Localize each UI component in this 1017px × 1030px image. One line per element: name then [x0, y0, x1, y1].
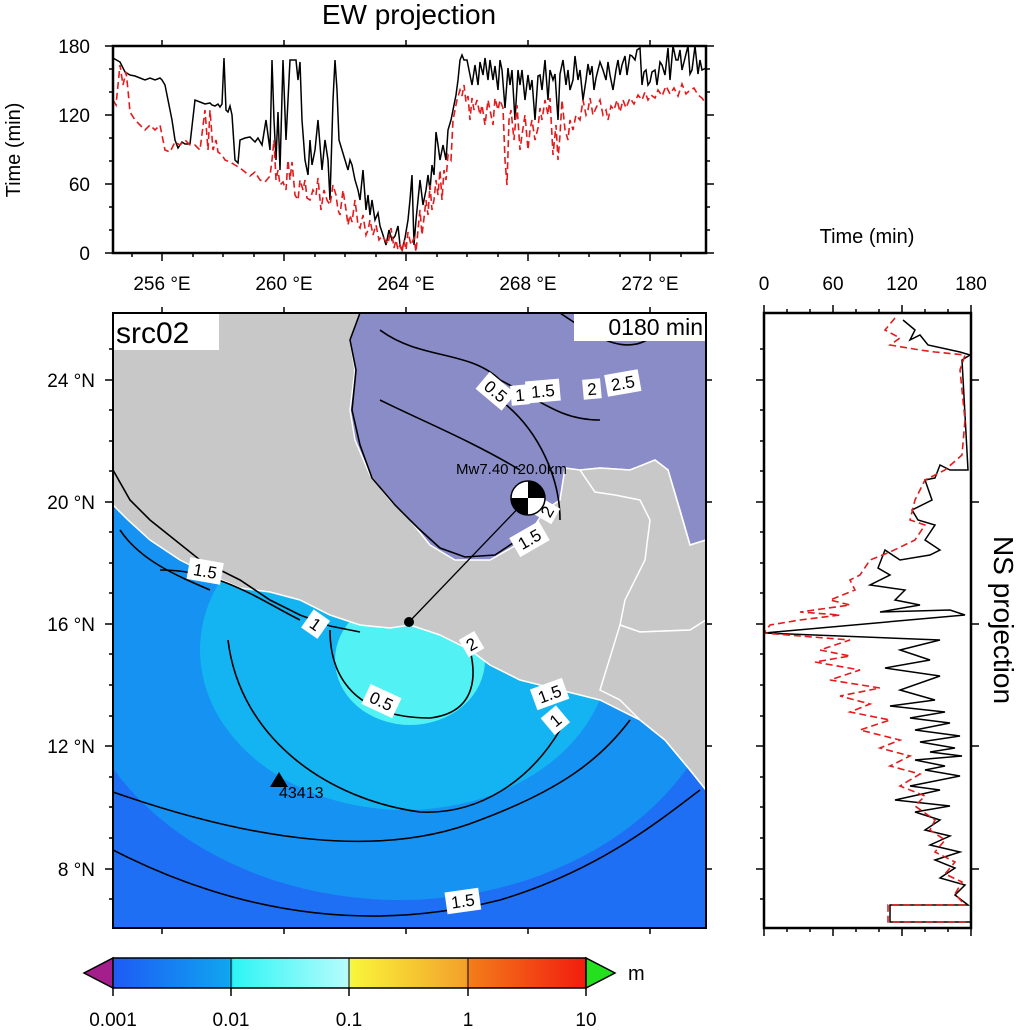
focal-mechanism-beachball — [510, 480, 546, 516]
ns-ticks — [756, 305, 979, 936]
ns-xtick: 180 — [955, 274, 987, 295]
lat-tick: 8 °N — [58, 860, 95, 881]
ew-ytick: 0 — [79, 244, 90, 265]
panel-label-box — [113, 313, 219, 350]
lat-tick-labels: 8 °N 12 °N 16 °N 20 °N 24 °N — [47, 371, 95, 881]
colorbar-unit: m — [628, 963, 645, 985]
ew-max-time-curve — [113, 46, 706, 253]
colorbar-dividers — [230, 958, 469, 988]
ns-xlabel: Time (min) — [820, 226, 915, 248]
colorbar-under-triangle — [82, 956, 114, 990]
colorbar-tick: 0.01 — [213, 1010, 250, 1030]
panel-label: src02 — [116, 317, 189, 350]
ew-ticks — [105, 40, 714, 261]
ns-xtick: 120 — [886, 274, 918, 295]
land-central-america — [599, 619, 706, 792]
lat-tick: 16 °N — [47, 615, 95, 636]
ew-arrival-time-curve — [113, 64, 706, 253]
ns-xtick: 60 — [822, 274, 843, 295]
time-label-box — [574, 313, 706, 341]
contour-label: 1.5 — [192, 560, 219, 583]
colorbar-tick: 1 — [463, 1010, 474, 1030]
ns-panel-title: NS projection — [988, 536, 1017, 704]
lon-tick: 256 °E — [133, 274, 190, 295]
epicenter-dot — [404, 617, 414, 627]
colorbar: m 0.001 0.01 0.1 1 10 — [82, 956, 645, 1030]
ew-ytick: 120 — [58, 106, 90, 127]
colorbar-ticks — [112, 988, 587, 996]
map-panel: 1.5 1 0.5 1.5 1 — [47, 307, 712, 934]
map-ticks — [105, 307, 712, 934]
ew-projection-panel: EW projection Time (min) — [3, 0, 714, 295]
ew-ytick-labels: 180 120 60 0 — [58, 37, 90, 265]
time-label: 0180 min — [608, 314, 703, 340]
map-frame — [112, 312, 707, 929]
lat-tick: 12 °N — [47, 737, 95, 758]
ew-ytick: 180 — [58, 37, 90, 58]
contour-label: 1.5 — [530, 381, 555, 402]
ns-projection-panel: Time (min) 0 60 120 180 NS projection — [756, 226, 1017, 936]
contour-label: 2.5 — [610, 372, 637, 395]
colorbar-tick: 10 — [575, 1010, 596, 1030]
ew-panel-title: EW projection — [322, 0, 496, 30]
colorbar-tick: 0.1 — [336, 1010, 362, 1030]
ns-frame — [762, 311, 973, 930]
contour-labels: 1.5 1 0.5 1.5 1 — [186, 369, 642, 915]
lat-tick: 20 °N — [47, 493, 95, 514]
ew-frame — [111, 44, 708, 255]
lon-tick-labels: 256 °E 260 °E 264 °E 268 °E 272 °E — [133, 274, 678, 295]
lon-tick: 268 °E — [499, 274, 556, 295]
source-label: Mw7.40 r20.0km — [456, 461, 567, 478]
ew-ytick: 60 — [69, 175, 90, 196]
lon-tick: 260 °E — [255, 274, 312, 295]
contour-label: 1 — [514, 386, 525, 406]
colorbar-tick-labels: 0.001 0.01 0.1 1 10 — [89, 1010, 596, 1030]
station-label: 43413 — [279, 785, 324, 802]
ns-arrival-time-curve — [764, 317, 971, 923]
lon-tick: 264 °E — [377, 274, 434, 295]
station-marker — [270, 772, 288, 787]
ns-xtick: 0 — [759, 274, 770, 295]
epicenter-connector-line — [408, 499, 527, 623]
ns-xtick-labels: 0 60 120 180 — [759, 274, 987, 295]
contour-label: 1.5 — [450, 890, 476, 912]
contour-label: 2 — [586, 380, 597, 400]
lat-tick: 24 °N — [47, 371, 95, 392]
lon-tick: 272 °E — [621, 274, 678, 295]
ew-ylabel: Time (min) — [3, 103, 25, 198]
colorbar-tick: 0.001 — [89, 1010, 137, 1030]
colorbar-over-triangle — [585, 956, 617, 990]
